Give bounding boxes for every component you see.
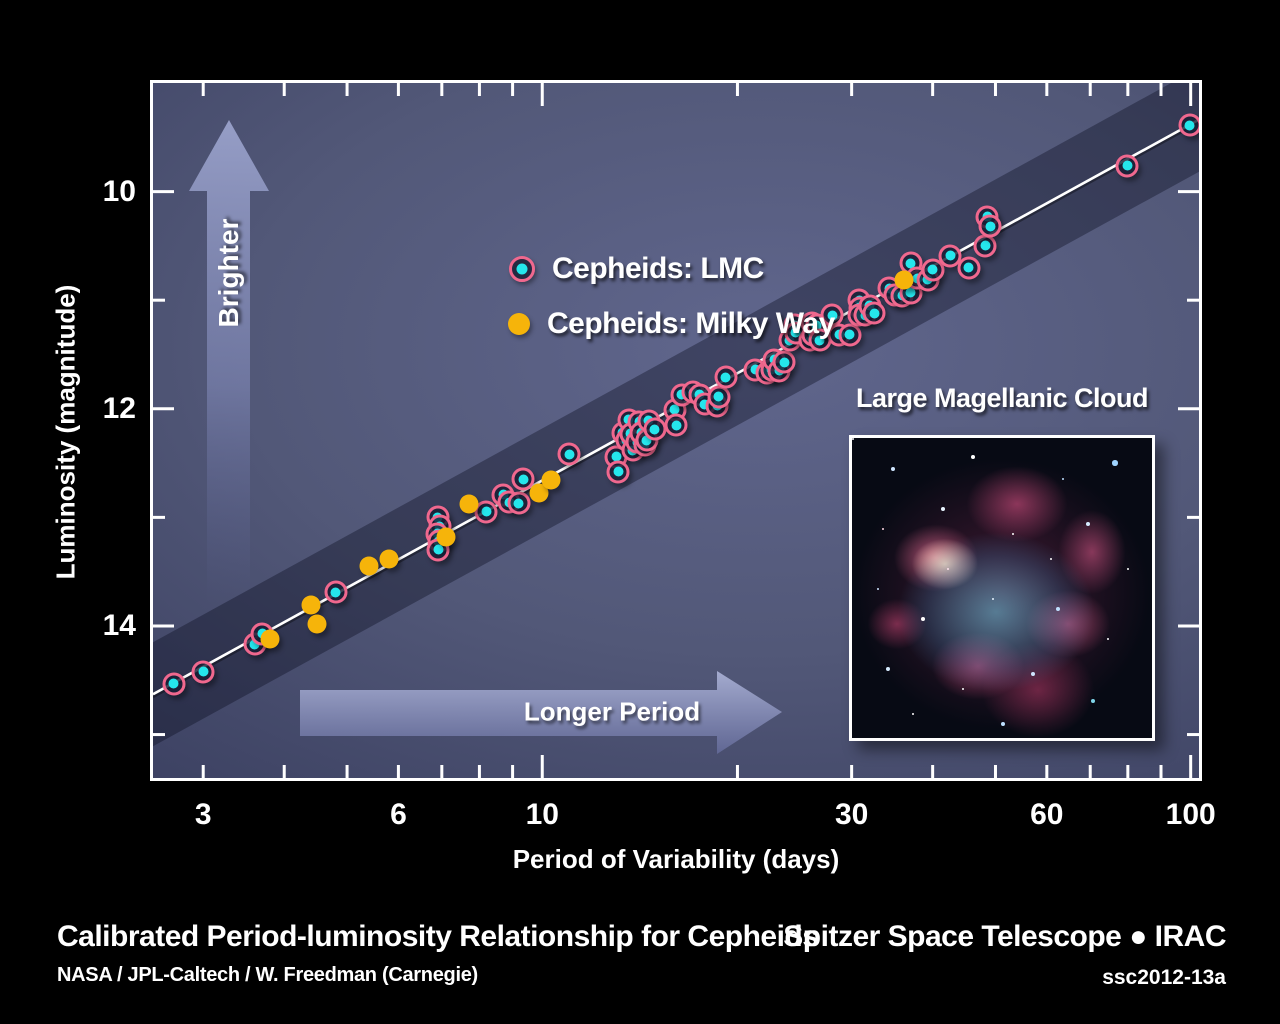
- legend-item-milky-way: Cepheids: Milky Way: [508, 306, 835, 342]
- release-id: ssc2012-13a: [1102, 966, 1226, 989]
- x-axis-tick-labels: 3 6 10 30 60 100: [0, 798, 1280, 838]
- x-tick-label: 6: [390, 798, 407, 831]
- x-tick-label: 10: [525, 798, 559, 831]
- milky-way-marker-icon: [508, 313, 530, 335]
- longer-period-arrow: [300, 671, 782, 754]
- mission-label: Spitzer Space Telescope ● IRAC: [783, 920, 1226, 953]
- arrow-layer: [189, 120, 782, 754]
- lmc-inset: [849, 435, 1155, 741]
- legend-item-lmc: Cepheids: LMC: [509, 251, 764, 287]
- x-tick-label: 30: [834, 798, 869, 831]
- star-field: [852, 438, 854, 440]
- brighter-arrow: [189, 120, 269, 603]
- x-tick-label: 3: [194, 798, 212, 831]
- x-tick-label: 60: [1030, 798, 1064, 831]
- plot-clip: Brighter Longer Period Cepheids: LMC Cep…: [153, 83, 1199, 778]
- y-axis-tick-labels: 10 12 14: [0, 0, 150, 1024]
- y-tick-label: 10: [102, 174, 136, 208]
- lmc-marker-icon: [509, 256, 535, 282]
- legend-label-milky-way: Cepheids: Milky Way: [547, 307, 835, 340]
- legend-label-lmc: Cepheids: LMC: [552, 252, 764, 285]
- figure-title: Calibrated Period-luminosity Relationshi…: [57, 920, 819, 953]
- y-tick-label: 14: [102, 608, 136, 642]
- y-tick-label: 12: [102, 391, 136, 425]
- lmc-inset-image: [852, 438, 1152, 738]
- x-axis-title: Period of Variability (days): [512, 844, 840, 874]
- x-tick-label: 100: [1165, 798, 1216, 831]
- figure-credit: NASA / JPL-Caltech / W. Freedman (Carneg…: [57, 964, 478, 986]
- lmc-inset-title: Large Magellanic Cloud: [855, 383, 1149, 413]
- brighter-arrow-label: Brighter: [213, 218, 244, 328]
- longer-period-arrow-label: Longer Period: [523, 696, 701, 727]
- y-axis-title: Luminosity (magnitude): [50, 284, 81, 580]
- chart-plot-area: Brighter Longer Period Cepheids: LMC Cep…: [150, 80, 1202, 781]
